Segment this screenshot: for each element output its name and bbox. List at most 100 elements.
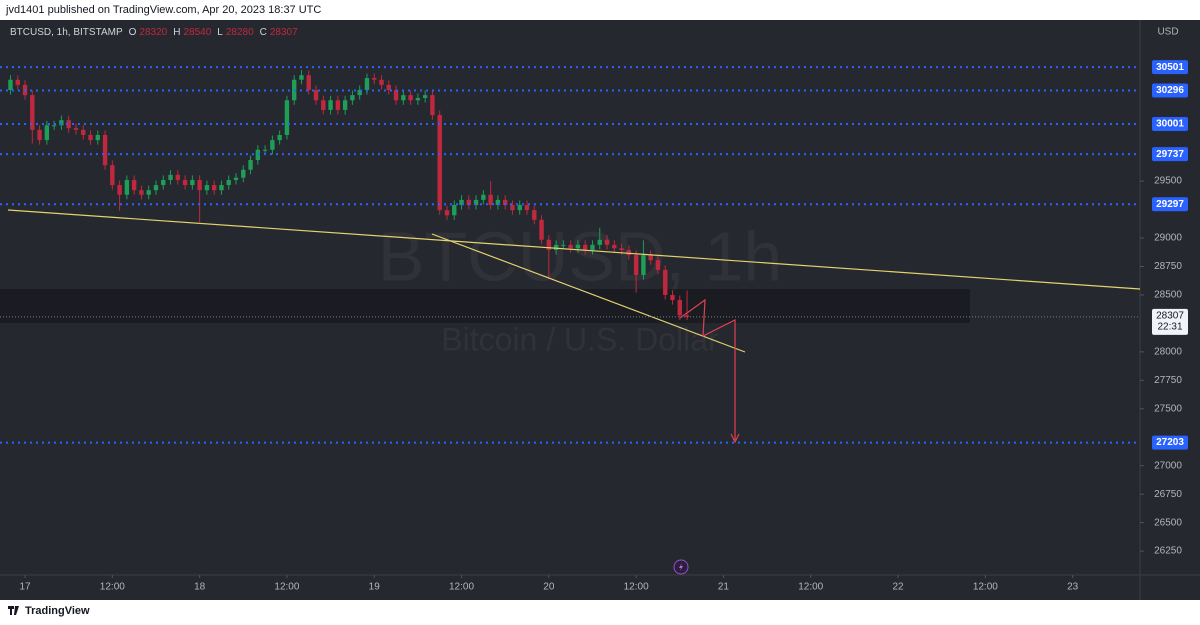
candle	[379, 75, 384, 90]
candle	[102, 130, 108, 170]
candle-body	[284, 100, 290, 135]
candle-body	[190, 179, 195, 186]
candle-body	[393, 90, 399, 101]
candle-body	[372, 78, 377, 80]
candle	[124, 175, 130, 200]
header-text: jvd1401 published on TradingView.com, Ap…	[5, 4, 321, 16]
candle	[655, 255, 661, 275]
candle-body	[684, 315, 690, 317]
candle-body	[342, 100, 348, 110]
candle-body	[495, 199, 501, 205]
candle-body	[561, 244, 566, 246]
candle-body	[168, 174, 173, 180]
candle-body	[335, 100, 341, 110]
candle	[575, 240, 581, 253]
candle	[633, 250, 639, 293]
candle	[415, 93, 421, 105]
candle-body	[219, 185, 224, 191]
candle	[386, 80, 391, 95]
candle	[663, 265, 668, 300]
legend-value: 28280	[226, 27, 254, 38]
level-label: 30501	[1156, 62, 1184, 73]
level-label-box	[1152, 435, 1188, 450]
candle-body	[161, 179, 166, 186]
candle	[211, 180, 217, 195]
candle	[168, 170, 173, 185]
candle-body	[583, 244, 588, 250]
candle	[422, 90, 428, 103]
candle-body	[386, 84, 391, 91]
candle-body	[110, 165, 115, 186]
y-tick-label: 28500	[1154, 290, 1182, 301]
candle	[226, 175, 231, 190]
level-label: 30296	[1156, 85, 1184, 96]
candle-body	[502, 199, 508, 205]
candle	[408, 90, 413, 105]
y-tick-label: 28000	[1154, 347, 1182, 358]
y-tick-label: 27750	[1154, 375, 1182, 386]
candle	[321, 95, 326, 115]
candle-body	[66, 120, 71, 129]
candle	[175, 170, 181, 185]
candle	[44, 120, 50, 145]
legend-label: O	[129, 27, 137, 38]
projection-path	[679, 298, 736, 440]
candle	[328, 95, 333, 115]
level-label-box	[1152, 147, 1188, 162]
candle-body	[546, 239, 552, 250]
candle	[66, 115, 71, 133]
candle-body	[663, 269, 668, 295]
candle	[393, 85, 399, 105]
candle-body	[102, 134, 108, 166]
candle-body	[488, 194, 493, 205]
level-label-box	[1152, 197, 1188, 212]
candle-body	[81, 129, 86, 135]
candle	[270, 135, 275, 155]
candle-body	[15, 79, 20, 85]
x-tick-label: 23	[1067, 582, 1079, 593]
x-tick-label: 12:00	[798, 582, 823, 593]
candle	[677, 295, 682, 320]
candle-body	[619, 248, 624, 250]
candle	[241, 165, 246, 183]
candle-body	[262, 149, 268, 151]
candle	[277, 130, 282, 145]
candle	[153, 180, 159, 195]
candle	[670, 290, 675, 305]
candle-body	[539, 219, 544, 240]
candle-body	[466, 199, 472, 205]
candle	[546, 235, 552, 279]
candle-body	[182, 179, 188, 186]
candle-body	[481, 194, 486, 200]
candle-body	[313, 90, 319, 101]
countdown-label: 22:31	[1157, 322, 1182, 333]
footer-logo	[8, 606, 19, 615]
candle	[473, 195, 479, 210]
candle-body	[379, 79, 384, 85]
candle-body	[328, 100, 333, 110]
x-tick-label: 17	[19, 582, 31, 593]
candle-body	[73, 128, 79, 130]
candle-body	[524, 205, 530, 211]
candle	[524, 200, 530, 215]
candle-body	[44, 125, 50, 141]
candle-body	[459, 199, 464, 205]
candle-body	[241, 169, 246, 178]
trendline	[431, 233, 746, 353]
candle	[466, 195, 472, 210]
candle	[612, 240, 617, 253]
y-tick-label: 27000	[1154, 460, 1182, 471]
watermark: BTCUSD, 1h	[378, 217, 783, 295]
candle	[139, 185, 144, 200]
candle	[488, 181, 493, 210]
trendline	[7, 209, 1141, 290]
candle-body	[575, 244, 581, 249]
y-tick-label: 26250	[1154, 546, 1182, 557]
candle-body	[197, 179, 202, 191]
candle-body	[553, 244, 559, 250]
candle-body	[255, 149, 261, 161]
legend-label: H	[173, 27, 180, 38]
candle-body	[364, 78, 370, 91]
candle	[452, 200, 457, 220]
candle	[313, 85, 319, 105]
